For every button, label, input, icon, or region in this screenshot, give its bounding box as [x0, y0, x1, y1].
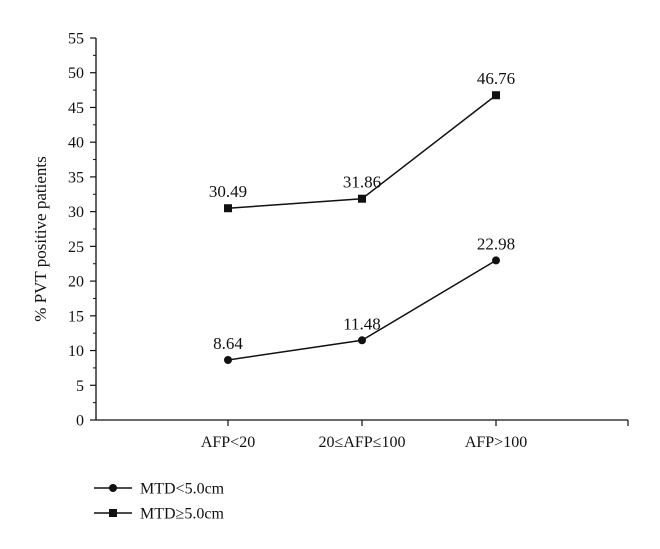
data-point-square [492, 91, 500, 100]
y-tick-label: 35 [68, 169, 84, 186]
y-tick-label: 45 [68, 100, 84, 117]
y-tick-label: 0 [76, 413, 84, 430]
x-tick-label: AFP<20 [201, 434, 255, 451]
legend-marker-circle [109, 484, 117, 492]
series-1: 8.64 11.48 22.98 [213, 234, 515, 364]
data-point-circle [492, 256, 500, 265]
legend-label: MTD<5.0cm [140, 481, 225, 498]
legend-marker-square [109, 509, 117, 517]
y-tick-label: 25 [68, 239, 84, 256]
series-2: 30.49 31.86 46.76 [209, 69, 515, 213]
series-line [227, 259, 497, 361]
y-tick-label: 5 [76, 378, 84, 395]
y-axis-title: % PVT positive patients [31, 156, 50, 321]
x-tick-label: 20≤AFP≤100 [319, 434, 406, 451]
legend-label: MTD≥5.0cm [140, 506, 224, 523]
data-label: 30.49 [209, 182, 247, 201]
data-label: 11.48 [343, 314, 381, 333]
x-axis: AFP<20 20≤AFP≤100 AFP>100 [96, 419, 629, 451]
y-tick-label: 30 [68, 204, 84, 221]
series-layer: 8.64 11.48 22.98 30.49 31.86 46.76 [209, 69, 515, 364]
legend-item-1: MTD<5.0cm [94, 481, 225, 498]
data-point-square [224, 204, 232, 213]
data-label: 46.76 [477, 69, 515, 88]
y-tick-label: 20 [68, 274, 84, 291]
data-label: 22.98 [477, 234, 515, 253]
data-point-circle [358, 336, 366, 345]
data-point-square [358, 194, 366, 203]
y-tick-label: 50 [68, 65, 84, 82]
data-point-circle [224, 355, 232, 364]
legend: MTD<5.0cm MTD≥5.0cm [94, 481, 225, 523]
legend-item-2: MTD≥5.0cm [94, 506, 224, 523]
y-tick-label: 10 [68, 343, 84, 360]
y-tick-label: 15 [68, 308, 84, 325]
y-tick-label: 40 [68, 135, 84, 152]
y-tick-label: 55 [68, 31, 84, 48]
data-label: 8.64 [213, 334, 243, 353]
x-tick-label: AFP>100 [465, 434, 527, 451]
data-label: 31.86 [343, 173, 381, 192]
y-axis: 0 5 10 15 20 25 30 35 40 45 50 55 [68, 31, 97, 430]
